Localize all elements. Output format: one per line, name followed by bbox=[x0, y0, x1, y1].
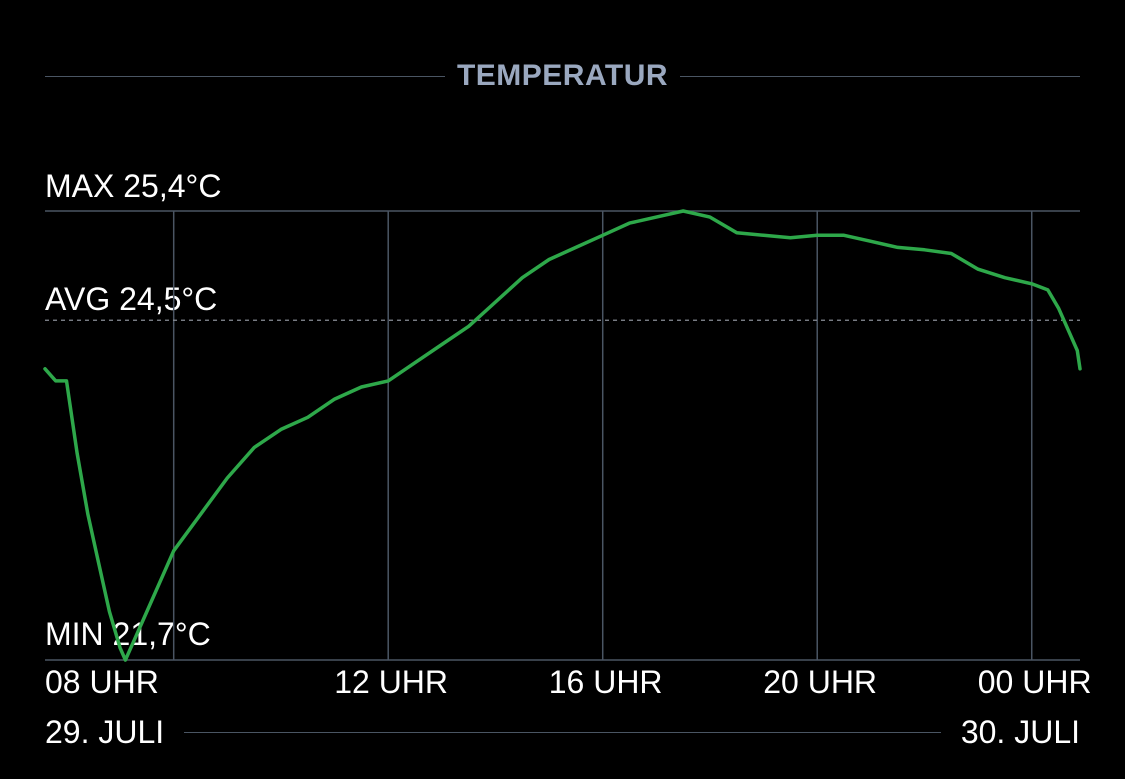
x-tick-label-0: 08 UHR bbox=[45, 664, 159, 700]
avg-label: AVG 24,5°C bbox=[45, 281, 218, 317]
date-rule bbox=[184, 731, 941, 733]
header-rule-left bbox=[45, 75, 445, 77]
x-tick-label-4: 00 UHR bbox=[977, 664, 1092, 700]
date-row: 29. JULI 30. JULI bbox=[45, 710, 1080, 754]
chart-header: TEMPERATUR bbox=[45, 52, 1081, 100]
series-layer bbox=[43, 209, 1082, 662]
min-label: MIN 21,7°C bbox=[45, 616, 211, 652]
grid-layer bbox=[45, 210, 1080, 661]
max-label: MAX 25,4°C bbox=[45, 168, 222, 204]
x-tick-label-1: 12 UHR bbox=[334, 664, 449, 700]
x-tick-label-3: 20 UHR bbox=[763, 664, 878, 700]
temperature-series-line bbox=[43, 209, 1082, 662]
header-rule-right bbox=[680, 75, 1081, 77]
x-tick-label-2: 16 UHR bbox=[548, 664, 663, 700]
end-date: 30. JULI bbox=[960, 713, 1080, 750]
start-date: 29. JULI bbox=[45, 713, 165, 750]
chart-title: TEMPERATUR bbox=[456, 59, 669, 92]
